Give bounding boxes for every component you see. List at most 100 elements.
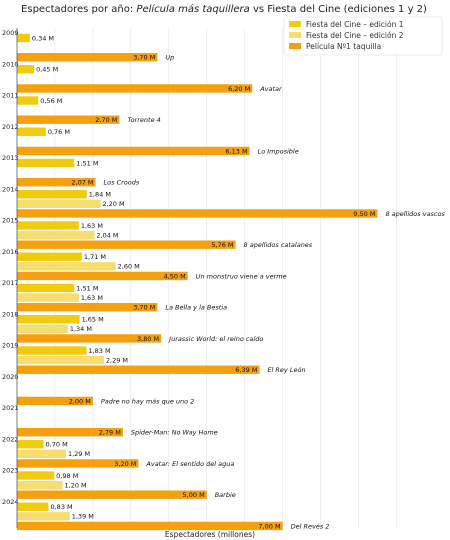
bar [17,293,79,302]
bar-value-label: 5,00 M [183,491,205,499]
bar-value-label: 1,51 M [76,159,98,167]
bar [17,521,283,531]
bar [17,315,80,324]
film-label: Del Revés 2 [291,522,330,530]
legend-box [283,16,443,56]
bar-value-label: 3,20 M [114,460,136,468]
film-label: Los Croods [104,179,140,187]
year-tick-label: 2010 [2,60,19,68]
chart-title-part: Película más taquillera [136,3,249,15]
film-label: 8 apellidos catalanes [244,241,313,249]
bar-value-label: 1,84 M [89,191,111,199]
year-tick-label: 2019 [2,342,19,350]
bar-value-label: 6,39 M [235,366,257,374]
bar-value-label: 0,56 M [40,97,62,105]
bar-value-label: 2,29 M [106,356,128,364]
chart-title-part: vs Fiesta del Cine (ediciones 1 y 2) [250,4,427,15]
film-label: Padre no hay más que uno 2 [101,397,194,405]
bar-value-label: 5,76 M [211,241,233,249]
y-tick-labels: 2009 2010 2011 2012 2013 2014 2015 2016 2017 2018… [2,29,19,506]
x-axis-label: Espectadores (millones) [165,530,255,539]
bar [17,127,46,136]
film-label: Avatar [259,85,283,93]
legend-swatch [289,43,301,49]
year-tick-label: 2015 [2,217,19,225]
film-label: La Bella y la Bestia [165,304,227,312]
bar [17,190,87,199]
bar [17,346,87,355]
bar-value-label: 1,65 M [82,316,104,324]
bar [17,53,158,62]
film-label: El Rey León [267,366,305,374]
bar-value-label: 0,83 M [50,503,72,511]
film-label: Up [165,54,174,62]
bar-value-label: 1,20 M [65,481,87,489]
year-tick-label: 2020 [2,373,19,381]
film-label: Jurassic World: el reino caído [167,335,263,343]
bar-value-label: 2,70 M [95,116,117,124]
bar-value-label: 3,70 M [133,304,155,312]
year-tick-label: 2023 [2,467,19,475]
bar-value-label: 0,34 M [32,34,54,42]
film-label: 8 apellidos vascos [385,210,445,218]
bar-value-label: 0,98 M [56,472,78,480]
legend: Fiesta del Cine – edición 1 Fiesta del Ci… [283,16,443,56]
legend-entry: Película Nº1 taquilla [306,42,381,51]
year-tick-label: 2011 [2,92,19,100]
year-tick-label: 2018 [2,310,19,318]
bar-value-label: 2,04 M [96,231,118,239]
bar [17,490,207,499]
bar-value-label: 2,20 M [102,200,124,208]
legend-entry: Fiesta del Cine – edición 2 [306,31,404,40]
year-tick-label: 2017 [2,279,19,287]
bar [17,96,39,105]
bar [17,440,44,449]
bar-value-label: 3,80 M [137,335,159,343]
bar-value-label: 1,71 M [84,253,106,261]
bars [17,33,378,531]
bar [17,396,93,406]
bar-value-label: 9,50 M [353,210,375,218]
bar [17,33,30,43]
bar [17,209,378,218]
bar [17,355,104,365]
bar [17,199,101,209]
bar [17,146,250,156]
bar [17,84,253,93]
bar-value-label: 2,00 M [69,397,91,405]
bar [17,158,75,168]
year-tick-label: 2009 [2,29,19,37]
year-tick-label: 2022 [2,435,19,443]
bar-value-label: 1,29 M [68,450,90,458]
bar [17,252,82,261]
film-label: Avatar: El sentido del agua [145,460,234,468]
bar-value-label: 0,70 M [46,441,68,449]
bar [17,459,139,468]
year-tick-label: 2021 [2,404,19,412]
film-label: Spider-Man: No Way Home [131,429,218,437]
bar [17,271,188,281]
year-tick-label: 2016 [2,248,19,256]
bar [17,262,116,271]
bar [17,428,123,437]
bar [17,471,55,480]
bar [17,240,236,249]
bar [17,65,35,74]
year-tick-label: 2012 [2,123,19,131]
bar-value-label: 6,20 M [228,85,250,93]
film-label: Barbie [215,491,236,499]
bar [17,324,68,334]
bar-value-label: 2,07 M [71,179,93,187]
bar [17,502,49,511]
bar [17,334,162,343]
legend-swatch [289,32,301,38]
film-label: Torrente 4 [127,116,160,124]
bar-value-label: 1,63 M [81,294,103,302]
bar [17,283,75,293]
bar-value-label: 2,60 M [118,263,140,271]
bar [17,178,96,187]
bar-labels: 0,34 M 3,70 M Up 0,45 M 6,20 M Avatar 0,56 M 2,… [32,34,446,530]
bar [17,512,70,521]
chart-title-part: Espectadores por año: [21,4,136,15]
